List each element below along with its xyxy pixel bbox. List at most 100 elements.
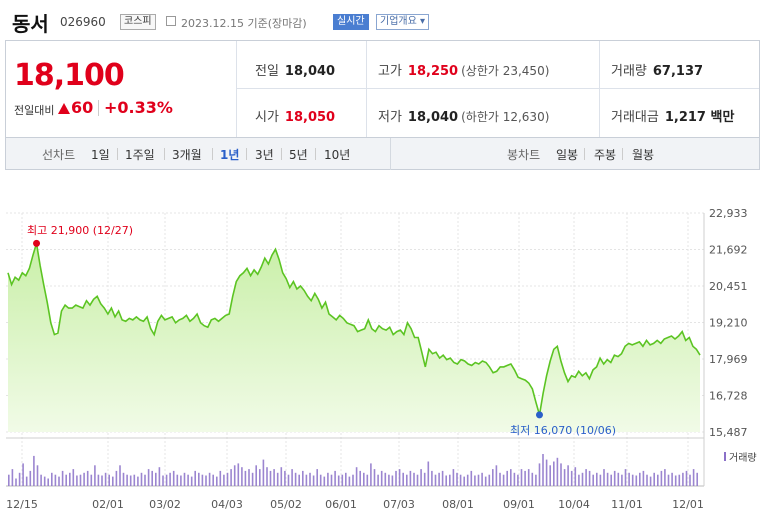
volume-bar xyxy=(463,476,465,486)
volume-bar xyxy=(129,475,132,486)
stock-code: 026960 xyxy=(60,15,106,29)
volume-bar xyxy=(147,469,150,486)
current-price: 18,100 xyxy=(14,58,125,93)
chart-toolbar: 선차트 1일 1주일 3개월 1년 3년 5년 10년 봉차트 일봉 주봉 월봉 xyxy=(5,138,760,170)
volume-bar xyxy=(481,472,483,486)
period-5y[interactable]: 5년 xyxy=(289,148,308,162)
volume-bar xyxy=(657,474,659,486)
volume-bar xyxy=(241,467,243,486)
volume-bar xyxy=(527,469,530,486)
x-tick-label: 12/01 xyxy=(672,498,704,511)
volume-bar xyxy=(689,474,691,486)
volume-bar xyxy=(560,463,562,486)
x-tick-label: 03/02 xyxy=(149,498,181,511)
volume-bar xyxy=(266,467,268,486)
volume-bar xyxy=(287,474,290,486)
volume-bar xyxy=(531,472,534,486)
volume-bar xyxy=(398,469,401,486)
volume-bar xyxy=(431,470,433,486)
realtime-button[interactable]: 실시간 xyxy=(333,14,369,30)
period-3m[interactable]: 3개월 xyxy=(172,148,202,162)
volume-bar xyxy=(72,469,75,486)
x-tick-label: 05/02 xyxy=(270,498,302,511)
volume-bar xyxy=(510,469,512,486)
volume-bar xyxy=(323,476,326,486)
volume-bar xyxy=(513,472,516,486)
volume-bar xyxy=(520,469,523,486)
volume-bar xyxy=(18,472,21,486)
volume-bar xyxy=(162,475,164,486)
volume-bar xyxy=(441,470,444,486)
volume-bar xyxy=(61,470,64,486)
volume-bar xyxy=(122,472,125,486)
volume-bar xyxy=(438,472,440,486)
volume-bar xyxy=(470,470,473,486)
volume-bar xyxy=(94,465,96,486)
volume-bar xyxy=(294,472,297,486)
x-tick-label: 04/03 xyxy=(211,498,243,511)
volume-bar xyxy=(312,475,315,486)
divider xyxy=(246,148,247,160)
volume-bar xyxy=(563,469,566,486)
volume-bar xyxy=(542,454,544,486)
volume-bar xyxy=(212,474,214,486)
company-overview-button[interactable]: 기업개요 ▾ xyxy=(376,14,429,30)
volume-bar xyxy=(219,470,222,486)
volume-bar xyxy=(610,474,612,486)
open-price: 시가 18,050 xyxy=(255,110,336,125)
period-1y[interactable]: 1년 xyxy=(220,148,240,162)
volume-bar xyxy=(83,472,85,486)
period-10y[interactable]: 10년 xyxy=(324,148,351,162)
volume-bar xyxy=(592,474,594,486)
volume-bar xyxy=(445,475,447,486)
volume-bar xyxy=(216,476,218,486)
volume-bar xyxy=(58,476,60,486)
volume-bar xyxy=(484,476,487,486)
volume-bar xyxy=(545,459,548,486)
divider xyxy=(366,41,367,137)
change-label: 전일대비 xyxy=(14,104,55,117)
candle-weekly[interactable]: 주봉 xyxy=(594,148,617,162)
divider xyxy=(236,41,237,137)
candle-monthly[interactable]: 월봉 xyxy=(632,148,655,162)
period-3y[interactable]: 3년 xyxy=(255,148,274,162)
volume-bar xyxy=(603,469,605,486)
price-change: 60 xyxy=(71,98,94,117)
volume-bar xyxy=(578,474,580,486)
volume-bar xyxy=(248,469,250,486)
period-1d[interactable]: 1일 xyxy=(91,148,110,162)
volume-bar xyxy=(327,472,329,486)
volume-bar xyxy=(474,475,476,486)
divider xyxy=(237,88,759,89)
volume-bar xyxy=(599,474,602,486)
volume-bar xyxy=(682,472,684,486)
volume-bar xyxy=(391,475,394,486)
volume-bar xyxy=(126,474,128,486)
volume-bar xyxy=(341,474,344,486)
volume-bar xyxy=(316,469,318,486)
high-marker xyxy=(33,239,41,247)
volume-bar xyxy=(352,474,354,486)
volume-bar xyxy=(646,474,648,486)
volume-bar xyxy=(97,474,100,486)
volume-bar xyxy=(409,470,412,486)
candle-daily[interactable]: 일봉 xyxy=(556,148,579,162)
volume-bar xyxy=(172,470,175,486)
volume-bar xyxy=(606,472,609,486)
volume-bar xyxy=(696,472,698,486)
volume-bar xyxy=(574,467,577,486)
stock-name: 동서 xyxy=(12,12,49,36)
period-1w[interactable]: 1주일 xyxy=(125,148,155,162)
x-tick-label: 06/01 xyxy=(325,498,357,511)
volume-bar xyxy=(151,470,153,486)
volume-bar xyxy=(617,472,620,486)
volume-bar xyxy=(22,463,24,486)
volume-bar xyxy=(653,472,655,486)
volume-bar xyxy=(499,472,501,486)
volume-bar xyxy=(449,474,451,486)
volume-bar xyxy=(284,470,286,486)
volume-bar xyxy=(280,467,283,486)
volume-bar xyxy=(190,476,193,486)
up-arrow-icon xyxy=(58,103,70,114)
volume-bar xyxy=(176,474,179,486)
